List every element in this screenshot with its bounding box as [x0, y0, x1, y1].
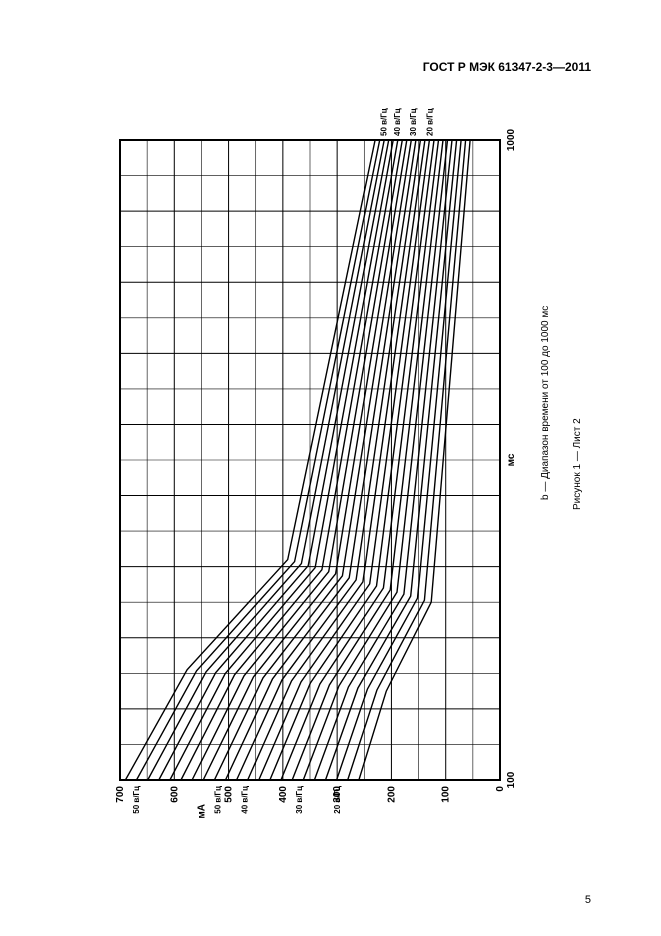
svg-text:50 в/Гц: 50 в/Гц [132, 786, 141, 814]
svg-text:600: 600 [169, 786, 180, 803]
svg-text:100: 100 [506, 771, 517, 788]
svg-text:200: 200 [386, 786, 397, 803]
svg-text:400: 400 [278, 786, 289, 803]
svg-text:40 в/Гц: 40 в/Гц [393, 108, 402, 136]
svg-text:50 в/Гц: 50 в/Гц [379, 108, 388, 136]
page-number: 5 [585, 894, 591, 906]
svg-text:20 в/Гц: 20 в/Гц [425, 108, 434, 136]
svg-text:100: 100 [441, 786, 452, 803]
svg-text:мА: мА [196, 804, 207, 819]
chart-svg: 0100200300400500600700мА1001000мс50 в/Гц… [90, 100, 570, 840]
svg-text:мс: мс [506, 453, 517, 466]
chart-container: 0100200300400500600700мА1001000мс50 в/Гц… [90, 100, 570, 840]
svg-text:30 в/Гц: 30 в/Гц [295, 786, 304, 814]
document-standard-header: ГОСТ Р МЭК 61347-2-3—2011 [423, 60, 591, 74]
svg-text:40 в/Гц: 40 в/Гц [241, 786, 250, 814]
svg-text:500: 500 [224, 786, 235, 803]
svg-text:50 в/Гц: 50 в/Гц [214, 786, 223, 814]
svg-text:30 в/Гц: 30 в/Гц [409, 108, 418, 136]
svg-text:0: 0 [495, 786, 506, 792]
svg-text:1000: 1000 [506, 128, 517, 151]
caption-figure: Рисунок 1 — Лист 2 [572, 418, 583, 510]
svg-text:700: 700 [115, 786, 126, 803]
svg-text:20 в/Гц: 20 в/Гц [333, 786, 342, 814]
